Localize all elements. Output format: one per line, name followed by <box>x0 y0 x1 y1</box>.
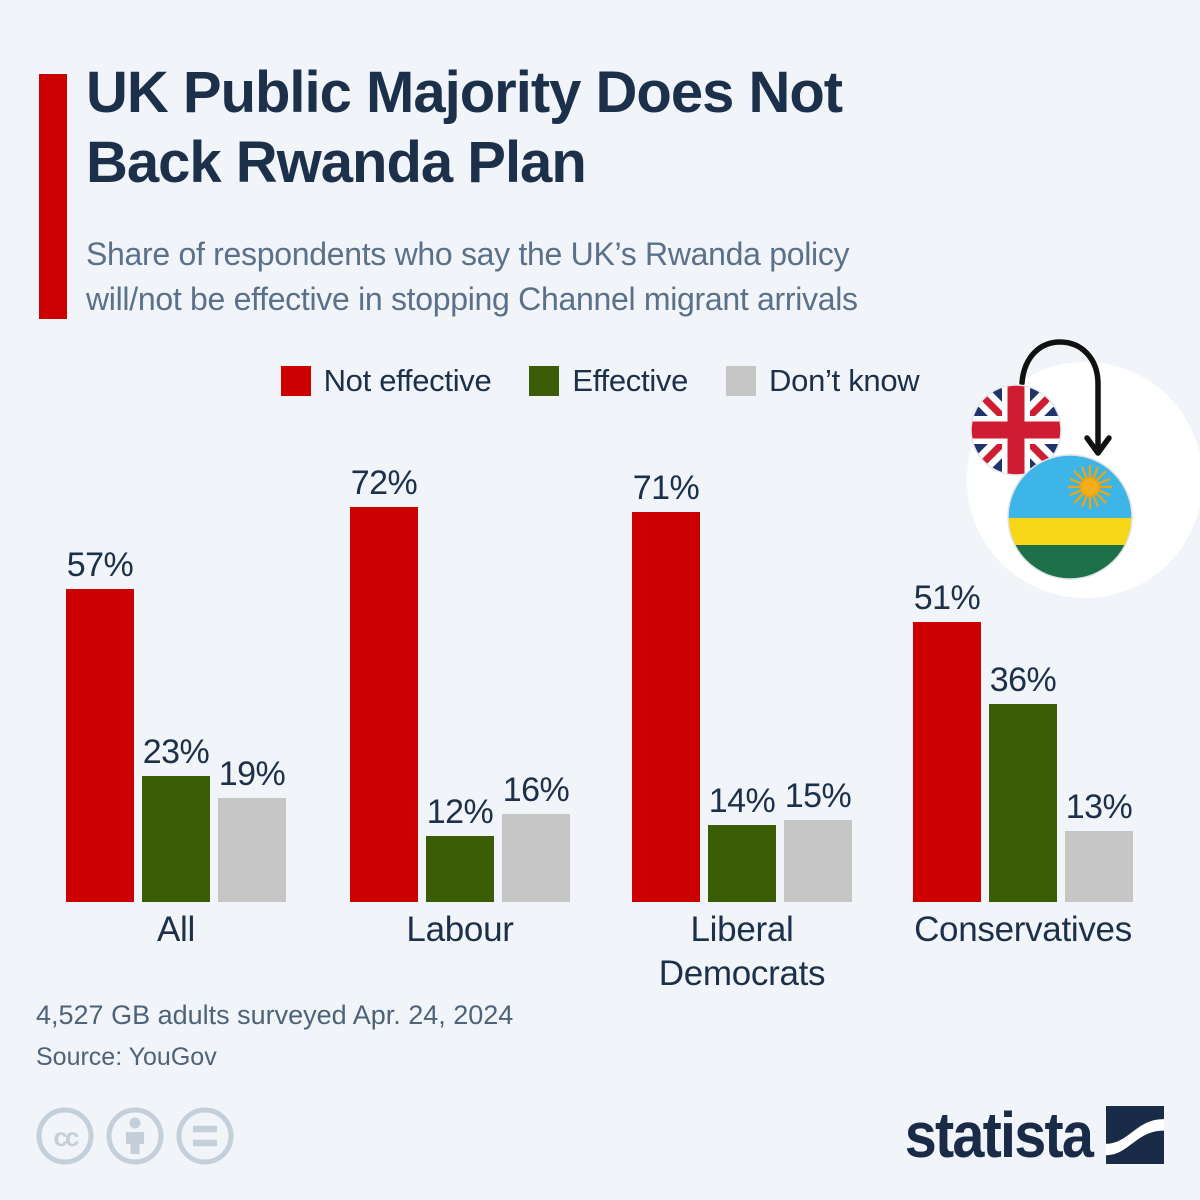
legend-swatch <box>280 366 311 396</box>
legend-label: Effective <box>572 363 689 398</box>
bar <box>989 704 1057 902</box>
bar-value-label: 71% <box>632 469 700 508</box>
statista-wordmark: statista <box>904 1099 1094 1171</box>
uk-to-rwanda-illustration <box>967 339 1200 598</box>
bar <box>218 797 286 902</box>
bar-value-label: 15% <box>784 776 852 815</box>
rwanda-flag-icon <box>1007 454 1133 580</box>
title-line-2: Back Rwanda Plan <box>86 129 587 195</box>
attribution-icon[interactable] <box>106 1107 164 1165</box>
category-label: All <box>157 910 195 949</box>
bar <box>1065 830 1133 902</box>
bar-value-label: 19% <box>218 754 286 793</box>
bar-value-label: 13% <box>1065 787 1133 826</box>
page-subtitle: Share of respondents who say the UK’s Rw… <box>86 232 858 323</box>
bar <box>142 775 210 902</box>
legend-item-2: Don’t know <box>726 363 920 399</box>
bar <box>784 819 852 902</box>
bar-value-label: 23% <box>142 732 210 771</box>
cc-icon[interactable]: cc <box>36 1107 94 1165</box>
bar-value-label: 57% <box>66 546 134 585</box>
source-note: Source: YouGov <box>36 1043 217 1071</box>
bar-value-label: 51% <box>913 579 981 617</box>
statista-brand[interactable]: statista <box>884 1098 1164 1172</box>
legend-swatch <box>529 366 560 396</box>
bar <box>913 622 981 902</box>
svg-text:cc: cc <box>54 1122 79 1152</box>
bar <box>66 589 134 902</box>
legend: Not effective Effective Don’t know <box>0 363 1200 399</box>
bar-value-label: 36% <box>989 661 1057 700</box>
survey-note: 4,527 GB adults surveyed Apr. 24, 2024 <box>36 1000 514 1030</box>
legend-label: Not effective <box>323 363 492 398</box>
statista-logo-icon <box>1106 1106 1164 1164</box>
license-icons: cc <box>36 1107 234 1165</box>
category-label: Conservatives <box>914 910 1132 949</box>
rwanda-sun-icon <box>1068 465 1112 509</box>
bar-value-label: 12% <box>426 793 494 832</box>
subtitle-line-2: will/not be effective in stopping Channe… <box>86 281 858 318</box>
legend-item-1: Effective <box>529 363 688 399</box>
bar <box>502 814 570 902</box>
bar-value-label: 14% <box>708 782 776 821</box>
subtitle-line-1: Share of respondents who say the UK’s Rw… <box>86 236 850 272</box>
equals-icon[interactable] <box>176 1107 234 1165</box>
bar <box>632 512 700 902</box>
page-title: UK Public Majority Does Not Back Rwanda … <box>86 58 843 197</box>
category-label: Liberal Democrats <box>658 910 826 993</box>
title-line-1: UK Public Majority Does Not <box>86 60 843 125</box>
bar <box>350 506 418 902</box>
legend-label: Don’t know <box>769 363 920 398</box>
legend-swatch <box>726 366 757 396</box>
bar-value-label: 72% <box>350 463 418 502</box>
bar <box>426 836 494 902</box>
bar <box>708 825 776 902</box>
arrow-icon <box>1019 339 1112 456</box>
red-accent-bar <box>39 74 67 319</box>
legend-item-0: Not effective <box>280 363 492 399</box>
bar-value-label: 16% <box>502 771 570 810</box>
category-label: Labour <box>406 910 514 949</box>
